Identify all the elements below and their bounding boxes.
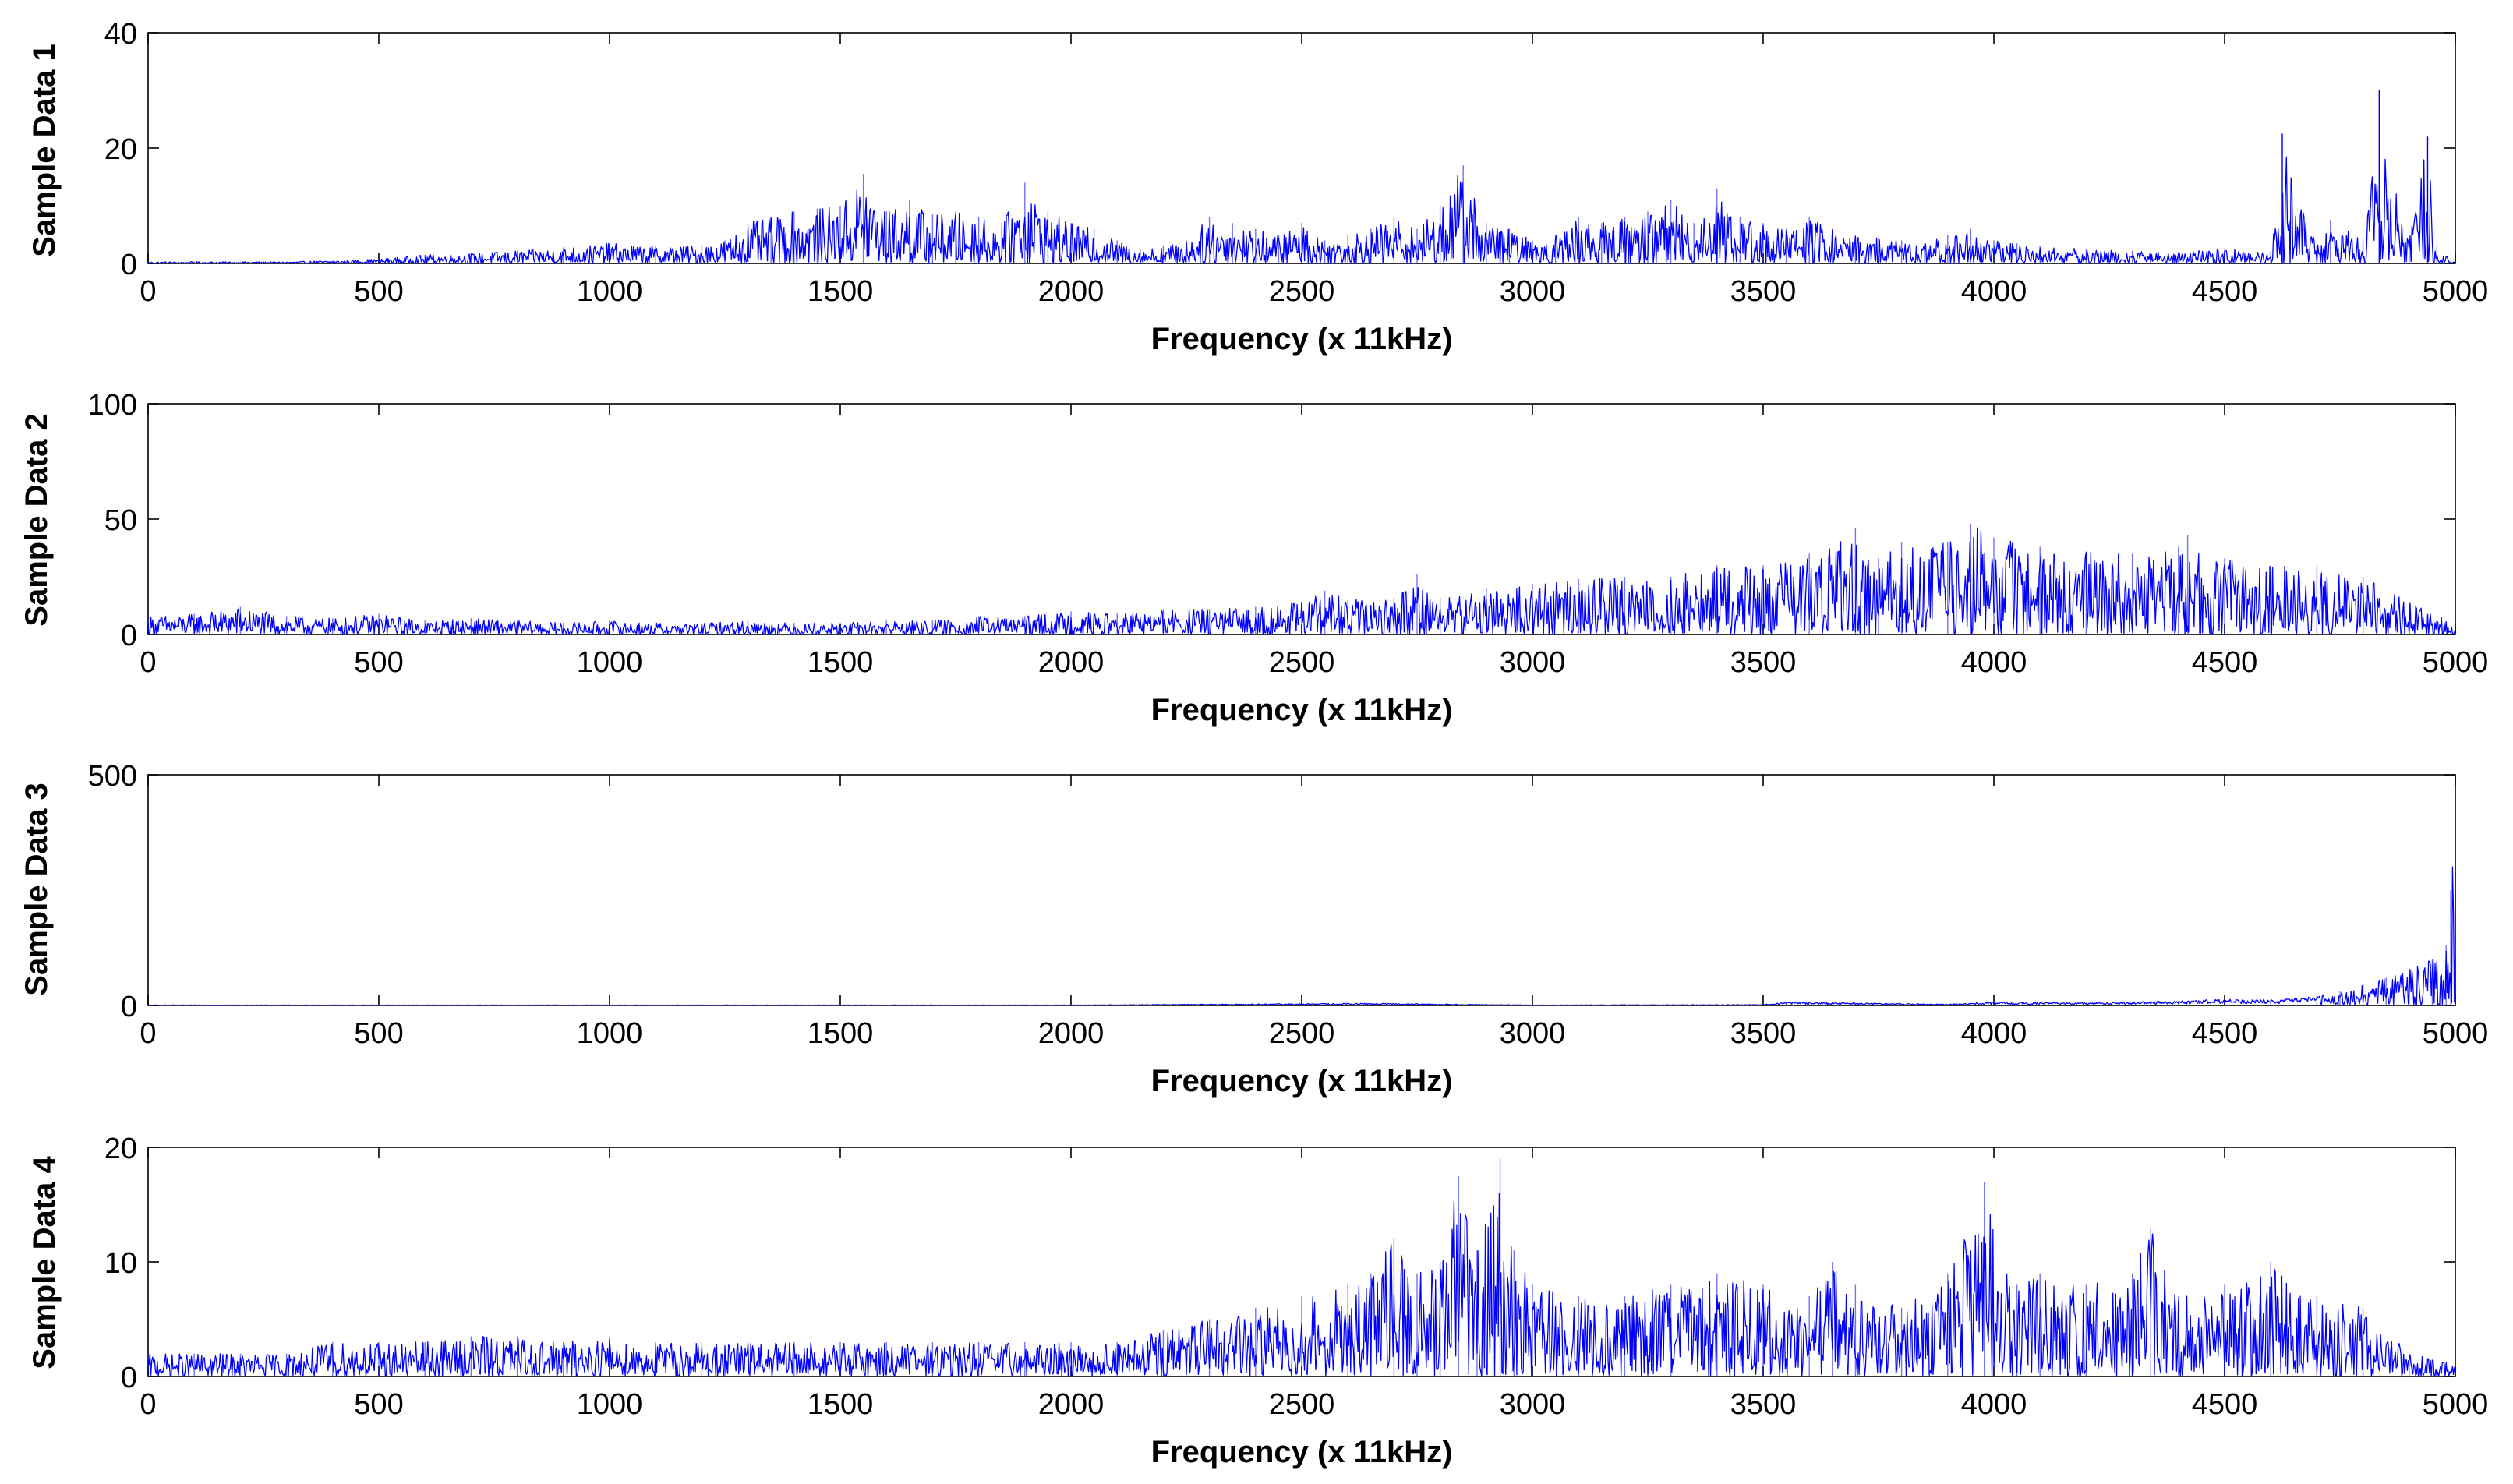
panel-2-axes-box [147,403,2456,635]
panel-3-xtick-label: 1500 [808,1017,874,1050]
panel-3-xtick-label: 3500 [1730,1017,1797,1050]
panel-2-xtick-label: 5000 [2423,646,2489,679]
panel-4: Sample Data 4 Frequency (x 11kHz) 0 500 10… [27,1132,2488,1469]
panel-3-xtick-label: 2000 [1038,1017,1105,1050]
panel-1-xtick-label: 1000 [577,275,643,308]
panel-2-xtick-label: 2000 [1038,646,1105,679]
panel-4-xtick-label: 5000 [2423,1388,2489,1421]
panel-3-xtick-label: 5000 [2423,1017,2489,1050]
panel-3-ytick-label: 500 [88,760,137,793]
panel-4-ylabel: Sample Data 4 [27,1156,62,1369]
panel-1-xtick-label: 4000 [1961,275,2027,308]
panel-3-xtick-label: 0 [140,1017,156,1050]
panel-1-xtick-label: 4500 [2192,275,2258,308]
panel-3-xtick-label: 4000 [1961,1017,2027,1050]
panel-1-ytick-label: 40 [104,18,137,51]
panel-4-xlabel: Frequency (x 11kHz) [1151,1435,1453,1469]
panel-3-xtick-label: 4500 [2192,1017,2258,1050]
panel-2-xtick-label: 0 [140,646,156,679]
panel-4-xtick-label: 0 [140,1388,156,1421]
panel-4-xtick-label: 4500 [2192,1388,2258,1421]
panel-2: Sample Data 2 Frequency (x 11kHz) 0 500 10… [19,389,2488,727]
panel-1: Sample Data 1 Frequency (x 11kHz) 0 500 10… [27,18,2488,356]
panel-1-xtick-label: 2000 [1038,275,1105,308]
panel-2-xtick-label: 500 [354,646,403,679]
panel-3-xtick-label: 1000 [577,1017,643,1050]
panel-1-xtick-label: 500 [354,275,403,308]
panel-4-xtick-label: 3500 [1730,1388,1797,1421]
panel-4-ytick-label: 10 [104,1247,137,1280]
panel-3: Sample Data 3 Frequency (x 11kHz) 0 500 10… [19,760,2488,1098]
panel-4-ytick-label: 20 [104,1132,137,1165]
panel-4-xtick-label: 500 [354,1388,403,1421]
panel-4-xtick-label: 4000 [1961,1388,2027,1421]
panel-1-ytick-label: 20 [104,133,137,166]
panel-1-xtick-label: 1500 [808,275,874,308]
panel-1-xtick-label: 2500 [1269,275,1335,308]
panel-3-ytick-label: 0 [121,991,137,1023]
panel-2-xtick-label: 4000 [1961,646,2027,679]
panel-4-xtick-label: 3000 [1500,1388,1566,1421]
panel-1-ytick-label: 0 [121,249,137,281]
panel-3-series-line [148,866,2456,1006]
panel-3-xtick-label: 2500 [1269,1017,1335,1050]
panel-2-xtick-label: 2500 [1269,646,1335,679]
panel-1-xtick-label: 0 [140,275,156,308]
panel-2-xlabel: Frequency (x 11kHz) [1151,693,1453,727]
panel-4-ytick-label: 0 [121,1362,137,1394]
panel-1-ylabel: Sample Data 1 [27,44,62,256]
panel-4-xtick-label: 2000 [1038,1388,1105,1421]
panel-1-xtick-label: 3500 [1730,275,1797,308]
panel-4-xtick-label: 2500 [1269,1388,1335,1421]
panel-3-ylabel: Sample Data 3 [19,783,54,995]
panel-2-ytick-label: 0 [121,620,137,652]
panel-2-ytick-label: 50 [104,504,137,537]
panel-2-xtick-label: 1000 [577,646,643,679]
panel-2-ytick-label: 100 [88,389,137,422]
panel-3-axes-box [147,774,2456,1006]
panel-2-xtick-label: 3000 [1500,646,1566,679]
panel-4-xtick-label: 1500 [808,1388,874,1421]
panel-1-xtick-label: 3000 [1500,275,1566,308]
panel-2-xtick-label: 4500 [2192,646,2258,679]
panel-2-xtick-label: 3500 [1730,646,1797,679]
panel-2-ylabel: Sample Data 2 [19,413,54,626]
panel-1-xtick-label: 5000 [2423,275,2489,308]
panel-1-xlabel: Frequency (x 11kHz) [1151,322,1453,356]
panel-2-xtick-label: 1500 [808,646,874,679]
panel-4-xtick-label: 1000 [577,1388,643,1421]
panel-3-xlabel: Frequency (x 11kHz) [1151,1064,1453,1098]
panel-3-xtick-label: 500 [354,1017,403,1050]
panel-3-xtick-label: 3000 [1500,1017,1566,1050]
